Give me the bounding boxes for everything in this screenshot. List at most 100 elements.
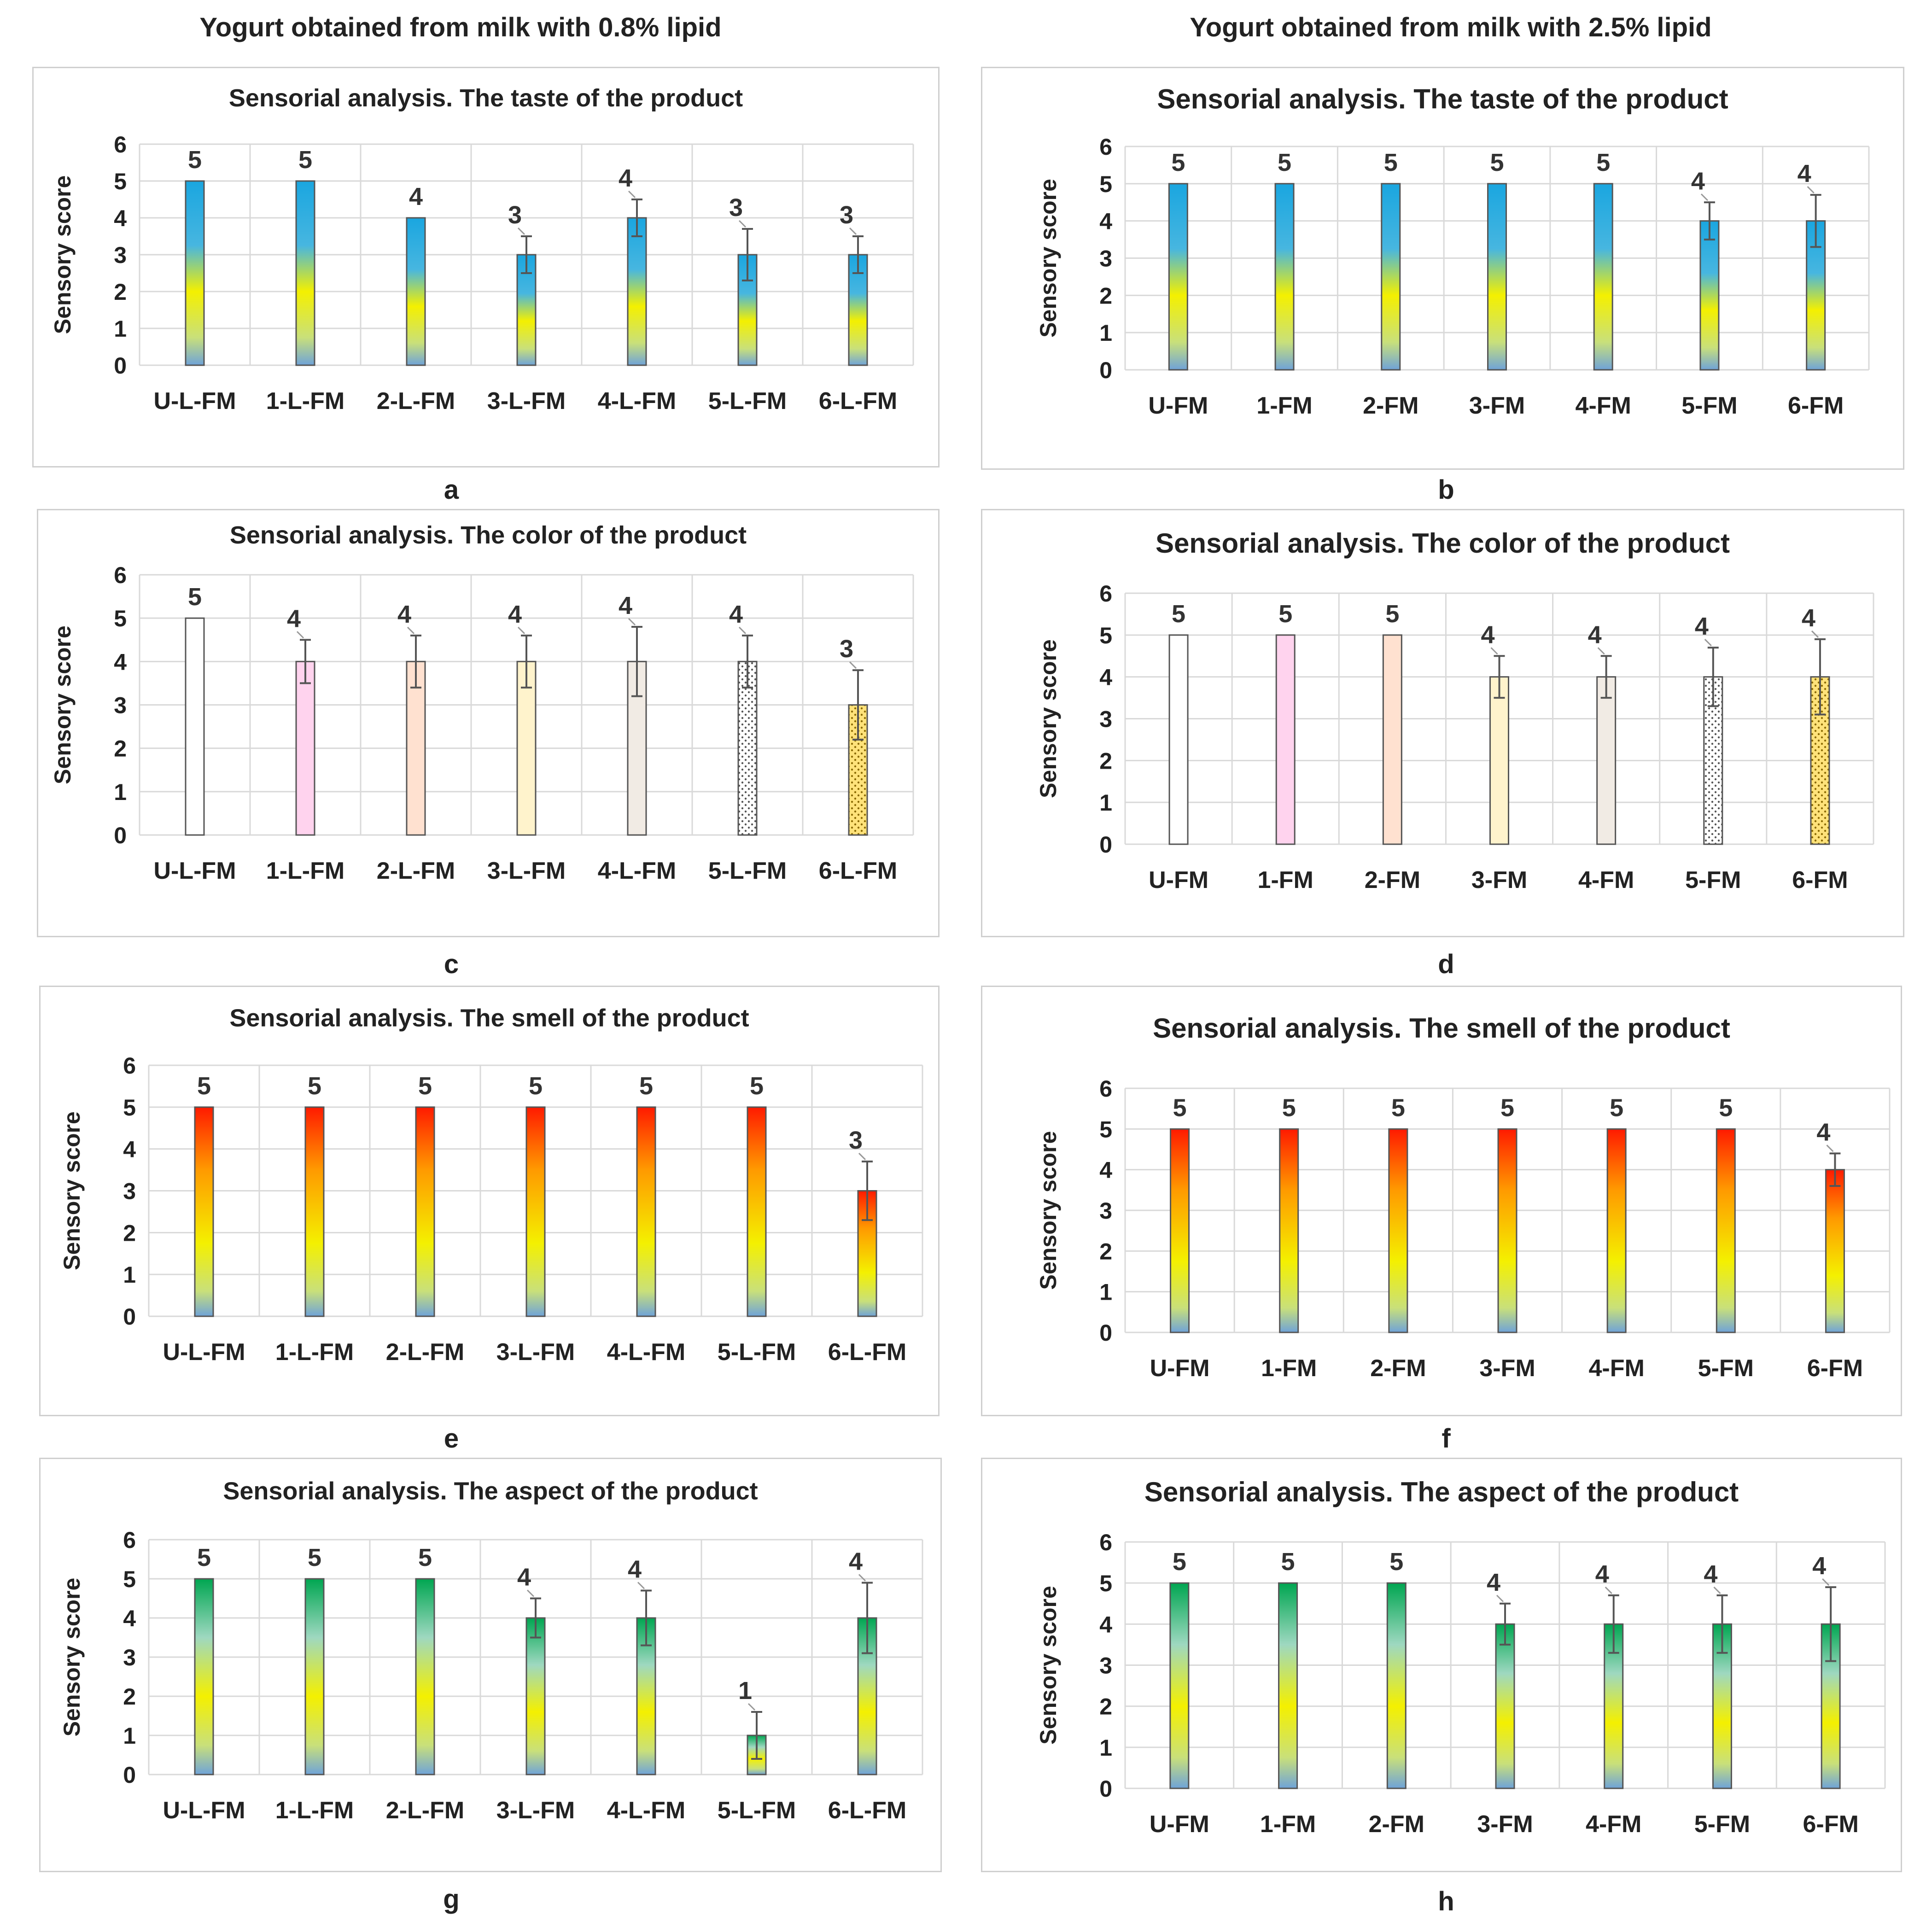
data-label: 5 xyxy=(639,1072,653,1100)
y-tick-label: 6 xyxy=(123,1527,136,1553)
bar xyxy=(1275,634,1296,845)
bar xyxy=(636,1106,656,1317)
bar xyxy=(185,617,205,836)
x-tick-label: 3-FM xyxy=(1469,392,1525,419)
x-tick-label: 3-L-FM xyxy=(487,388,566,415)
x-tick-label: 3-FM xyxy=(1479,1355,1535,1382)
y-tick-label: 2 xyxy=(1099,748,1112,774)
chart-g: Sensorial analysis. The aspect of the pr… xyxy=(59,1477,923,1824)
gridlines xyxy=(139,143,914,366)
panel-letter-g: g xyxy=(443,1884,460,1914)
bar xyxy=(1596,676,1617,845)
data-label: 5 xyxy=(529,1072,543,1100)
x-tick-label: 6-FM xyxy=(1807,1355,1863,1382)
chart-h: Sensorial analysis. The aspect of the pr… xyxy=(1035,1477,1886,1838)
x-tick-label: U-L-FM xyxy=(163,1339,245,1366)
data-label: 5 xyxy=(750,1072,764,1100)
bar xyxy=(1274,183,1295,371)
x-tick-label: 2-L-FM xyxy=(386,1797,464,1824)
x-tick-label: 5-L-FM xyxy=(718,1339,796,1366)
y-axis-label: Sensory score xyxy=(50,175,76,334)
bar xyxy=(1593,183,1613,371)
data-label: 5 xyxy=(1282,1094,1296,1121)
chart-b: Sensorial analysis. The taste of the pro… xyxy=(1035,84,1870,419)
panel-h: Sensorial analysis. The aspect of the pr… xyxy=(981,1458,1902,1872)
x-tick-label: 2-L-FM xyxy=(386,1339,464,1366)
y-tick-label: 6 xyxy=(114,132,127,158)
y-tick-label: 6 xyxy=(114,562,127,588)
y-tick-label: 3 xyxy=(114,693,127,718)
x-tick-label: 2-FM xyxy=(1369,1811,1424,1838)
bar xyxy=(194,1578,214,1775)
bar xyxy=(304,1106,325,1317)
x-tick-label: 4-L-FM xyxy=(607,1339,685,1366)
y-tick-label: 4 xyxy=(1099,1157,1112,1183)
x-tick-label: 3-FM xyxy=(1471,867,1527,893)
chart-title: Sensorial analysis. The aspect of the pr… xyxy=(223,1477,758,1505)
panel-letter-h: h xyxy=(1438,1886,1454,1916)
y-tick-label: 1 xyxy=(114,779,127,805)
label-leader xyxy=(747,1703,756,1711)
data-label: 5 xyxy=(1384,149,1398,176)
data-label: 5 xyxy=(1171,149,1185,176)
y-tick-label: 0 xyxy=(114,353,127,379)
y-tick-label: 4 xyxy=(1099,209,1112,234)
panel-f: Sensorial analysis. The smell of the pro… xyxy=(981,986,1902,1416)
bar xyxy=(627,217,647,366)
label-leader xyxy=(738,220,747,228)
label-leader xyxy=(858,1574,866,1582)
bar xyxy=(1168,634,1189,845)
chart-title: Sensorial analysis. The taste of the pro… xyxy=(1157,84,1728,115)
label-leader xyxy=(517,626,525,634)
y-tick-label: 1 xyxy=(123,1723,136,1749)
y-tick-label: 2 xyxy=(1099,1694,1112,1720)
y-tick-label: 1 xyxy=(123,1262,136,1288)
chart-title: Sensorial analysis. The taste of the pro… xyxy=(229,84,743,112)
data-label: 4 xyxy=(1798,160,1811,187)
x-tick-label: 2-FM xyxy=(1370,1355,1426,1382)
chart-d: Sensorial analysis. The color of the pro… xyxy=(1035,528,1874,893)
x-tick-label: 1-L-FM xyxy=(266,858,344,884)
chart-a: Sensorial analysis. The taste of the pro… xyxy=(50,84,914,415)
data-label: 5 xyxy=(308,1072,321,1100)
x-tick-label: 5-L-FM xyxy=(718,1797,796,1824)
bar xyxy=(516,660,537,836)
x-tick-label: U-L-FM xyxy=(163,1797,245,1824)
x-tick-label: 5-FM xyxy=(1694,1811,1750,1838)
data-label: 5 xyxy=(1500,1094,1514,1121)
label-leader xyxy=(637,1582,645,1589)
bar xyxy=(1388,1128,1408,1333)
x-tick-label: 5-FM xyxy=(1685,867,1741,893)
chart-title: Sensorial analysis. The smell of the pro… xyxy=(229,1004,749,1032)
data-label: 4 xyxy=(1487,1569,1500,1596)
x-tick-label: 2-FM xyxy=(1365,867,1420,893)
data-label: 3 xyxy=(849,1127,863,1154)
label-leader xyxy=(849,661,857,669)
label-leader xyxy=(517,227,525,235)
x-tick-label: 1-FM xyxy=(1260,1811,1316,1838)
data-label: 4 xyxy=(628,1556,642,1583)
bar xyxy=(1489,676,1509,845)
bar xyxy=(304,1578,325,1775)
data-label: 5 xyxy=(1281,1548,1295,1576)
data-label: 4 xyxy=(1588,621,1602,648)
y-tick-label: 2 xyxy=(1099,283,1112,309)
panel-c: Sensorial analysis. The color of the pro… xyxy=(37,509,940,937)
label-leader xyxy=(628,618,636,626)
label-leader xyxy=(858,1152,866,1160)
y-tick-label: 6 xyxy=(1099,1076,1112,1102)
y-tick-label: 5 xyxy=(1099,623,1112,648)
panel-letter-e: e xyxy=(444,1424,459,1454)
x-tick-label: 1-FM xyxy=(1261,1355,1317,1382)
data-label: 4 xyxy=(1802,604,1815,632)
y-tick-label: 2 xyxy=(114,736,127,762)
y-tick-label: 3 xyxy=(123,1179,136,1204)
x-tick-label: 4-L-FM xyxy=(598,858,676,884)
label-leader xyxy=(1496,1594,1504,1602)
bar xyxy=(1386,1582,1407,1789)
y-tick-label: 6 xyxy=(1099,134,1112,160)
bar xyxy=(1381,183,1401,371)
y-tick-label: 0 xyxy=(1099,1776,1112,1802)
y-tick-label: 0 xyxy=(114,823,127,848)
x-tick-label: 6-L-FM xyxy=(828,1339,906,1366)
